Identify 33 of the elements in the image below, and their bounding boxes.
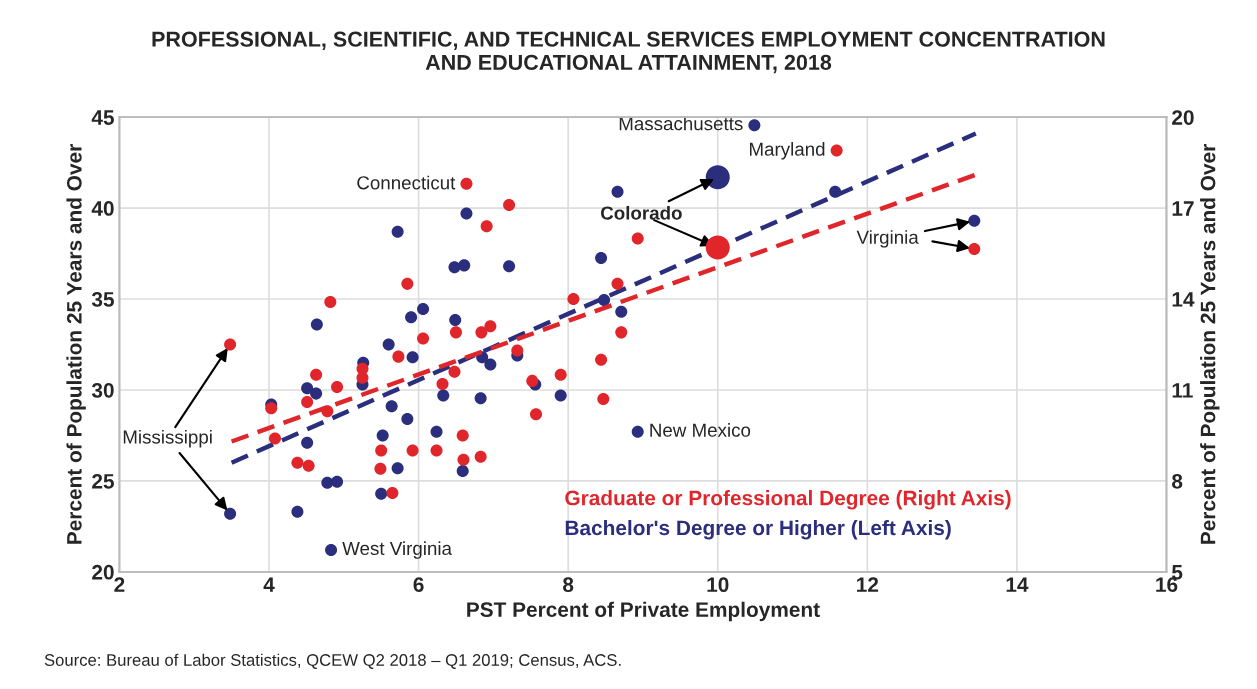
annotation: Maryland [749, 142, 825, 160]
y-tick-label: 40 [91, 201, 114, 216]
annotation: West Virginia [342, 541, 452, 559]
annotation: Virginia [856, 230, 919, 248]
y2-tick-label: 11 [1172, 383, 1193, 398]
x-tick-label: 10 [707, 577, 729, 593]
text: Graduate or Professional Degree (Right Axis) [565, 490, 1011, 510]
y-axis-title: Percent of Population 25 Years and Over [66, 144, 86, 544]
y-tick-label: 35 [91, 292, 114, 307]
y2-axis-title: Percent of Population 25 Years and Over [1200, 144, 1220, 544]
x-tick-label: 4 [263, 577, 275, 592]
text: Bachelor's Degree or Higher (Left Axis) [565, 519, 951, 540]
y-tick-label: 45 [91, 110, 114, 125]
x-tick-label: 12 [857, 577, 879, 592]
source-note: Source: Bureau of Labor Statistics, QCEW Q2 2018 – Q1 2019; Census, ACS. [44, 653, 621, 669]
annotation: Massachusetts [619, 116, 743, 131]
x-tick-label: 2 [114, 577, 125, 592]
x-tick-label: 6 [413, 577, 424, 593]
chart-title: PROFESSIONAL, SCIENTIFIC, AND TECHNICAL SERVICES EMPLOYMENT CONCENTRATION AND EDUCATIONAL ATTAINMENT, 2018 [152, 31, 1105, 74]
annotation: Colorado [600, 205, 682, 220]
annotation: Connecticut [357, 175, 456, 190]
x-tick-label: 8 [563, 577, 574, 593]
y2-tick-label: 14 [1172, 292, 1195, 307]
y-tick-label: 20 [92, 564, 114, 580]
x-tick-label: 14 [1006, 577, 1029, 592]
x-axis-title: PST Percent of Private Employment [467, 601, 820, 622]
annotation: Mississippi [123, 429, 212, 448]
annotation: New Mexico [650, 423, 751, 437]
y-tick-label: 25 [92, 473, 114, 489]
y2-tick-label: 20 [1172, 110, 1194, 125]
y2-tick-label: 8 [1172, 473, 1183, 489]
y-tick-label: 30 [91, 382, 114, 398]
y2-tick-label: 17 [1172, 201, 1194, 216]
